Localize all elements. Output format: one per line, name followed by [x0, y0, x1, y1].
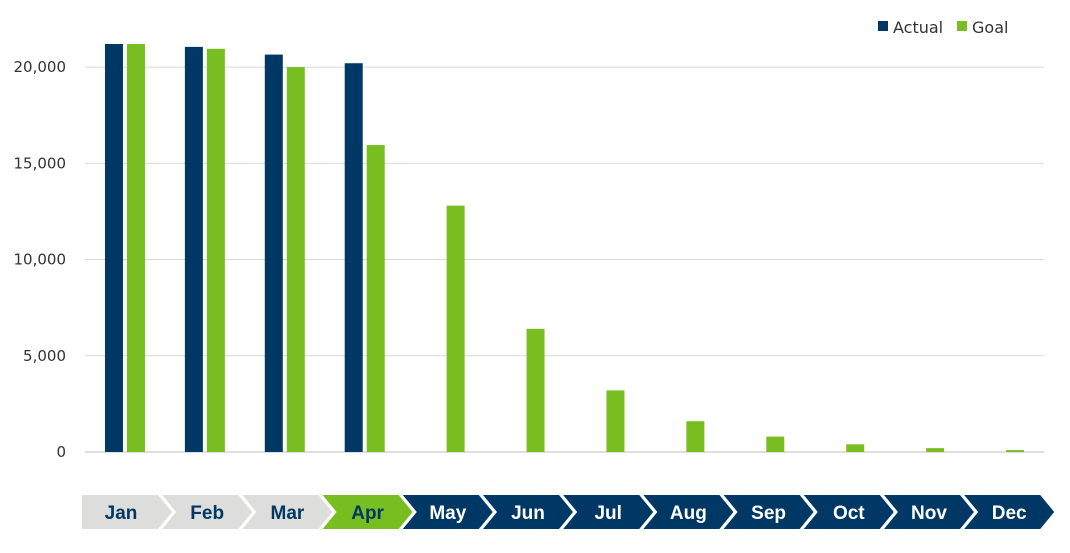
month-chevron-oct — [803, 495, 894, 529]
x-tick-label: Jan — [105, 503, 138, 524]
month-chevron-may — [402, 495, 493, 529]
legend-label-goal: Goal — [972, 18, 1008, 37]
bars — [104, 44, 1025, 453]
month-chevron-jul — [563, 495, 654, 529]
bar-goal-jan — [126, 44, 145, 452]
month-chevron-jan — [82, 495, 172, 529]
month-chevron-nov — [884, 495, 974, 529]
bar-goal-apr — [366, 145, 385, 453]
x-tick-label: May — [429, 503, 466, 524]
y-tick-label: 0 — [56, 443, 66, 461]
legend-label-actual: Actual — [893, 18, 943, 37]
bar-actual-feb — [184, 46, 203, 453]
month-chevron-jun — [483, 495, 573, 529]
month-chevron-mar — [242, 495, 333, 529]
bar-actual-mar — [264, 54, 283, 453]
month-chevron-apr — [322, 495, 413, 529]
x-tick-label: Sep — [751, 503, 786, 524]
y-tick-label: 15,000 — [14, 154, 67, 172]
month-chevron-feb — [162, 495, 253, 529]
bar-goal-sep — [766, 436, 785, 452]
x-tick-label: Jun — [511, 503, 545, 524]
bar-actual-apr — [344, 63, 363, 453]
x-tick-label: Aug — [670, 503, 707, 524]
bar-goal-oct — [846, 444, 865, 452]
bar-goal-jul — [606, 390, 625, 452]
x-tick-label: Mar — [271, 503, 305, 524]
bar-goal-may — [446, 205, 465, 452]
x-tick-label: Feb — [190, 503, 224, 524]
y-axis: 0 5,000 10,000 15,000 20,000 — [14, 58, 67, 461]
legend-swatch-actual — [878, 21, 888, 31]
bar-goal-feb — [206, 48, 225, 453]
x-tick-label: Nov — [911, 503, 947, 524]
bar-actual-jan — [104, 44, 123, 452]
y-tick-label: 5,000 — [23, 347, 66, 365]
gridlines — [85, 66, 1044, 453]
x-tick-label: Oct — [833, 503, 865, 524]
y-tick-label: 10,000 — [14, 251, 67, 269]
bar-goal-jun — [526, 328, 545, 452]
legend: Actual Goal — [878, 18, 1008, 37]
x-tick-label: Apr — [351, 503, 384, 524]
bar-goal-nov — [926, 448, 945, 452]
bar-goal-aug — [686, 421, 705, 452]
month-chevron-aug — [643, 495, 734, 529]
x-tick-label: Dec — [992, 503, 1027, 524]
x-tick-label: Jul — [594, 503, 621, 524]
y-tick-label: 20,000 — [14, 58, 67, 76]
bar-goal-mar — [286, 67, 305, 453]
month-chevrons: Jan Feb Mar Apr May Jun Jul Aug Sep Oct Nov Dec — [82, 495, 1055, 529]
legend-swatch-goal — [957, 21, 967, 31]
month-chevron-dec — [964, 495, 1055, 529]
bar-goal-dec — [1006, 450, 1025, 452]
month-chevron-sep — [723, 495, 814, 529]
